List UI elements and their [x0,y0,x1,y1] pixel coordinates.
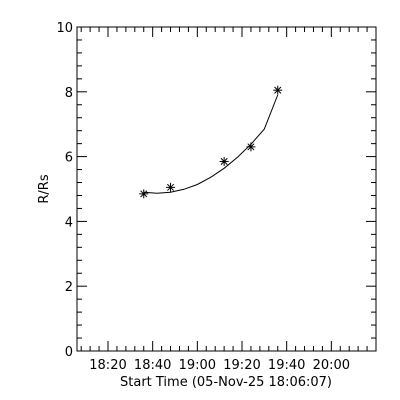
x-tick-label: 19:20 [223,358,260,373]
y-tick-label: 10 [56,21,73,36]
data-point [219,156,229,166]
fit-curve [143,94,279,194]
x-tick-label: 19:40 [268,358,305,373]
data-point [166,182,176,192]
marker-stroke [140,190,148,198]
y-tick-label: 4 [65,215,73,230]
x-axis-label: Start Time (05-Nov-25 18:06:07) [120,375,332,390]
marker-stroke [247,143,255,151]
x-tick-label: 19:00 [179,358,216,373]
x-tick-label: 18:40 [134,358,171,373]
marker-stroke [274,86,282,94]
y-tick-label: 6 [65,151,73,166]
data-point [246,142,256,152]
x-tick-label: 18:20 [89,358,126,373]
x-tick-label: 20:00 [313,358,350,373]
tick-labels: 0 2 4 6 8 10 18:20 18:40 19:00 19:20 19:40 20:00 [56,21,350,373]
data-point [273,85,283,95]
data-markers [139,85,283,199]
marker-stroke [167,183,175,191]
y-axis-label: R/Rs [37,174,52,203]
plot-frame [76,26,377,352]
tick-marks [77,26,377,352]
y-tick-label: 2 [65,280,73,295]
data-point [139,189,149,199]
y-tick-label: 8 [65,86,73,101]
marker-stroke [220,157,228,165]
y-tick-label: 0 [65,345,73,360]
